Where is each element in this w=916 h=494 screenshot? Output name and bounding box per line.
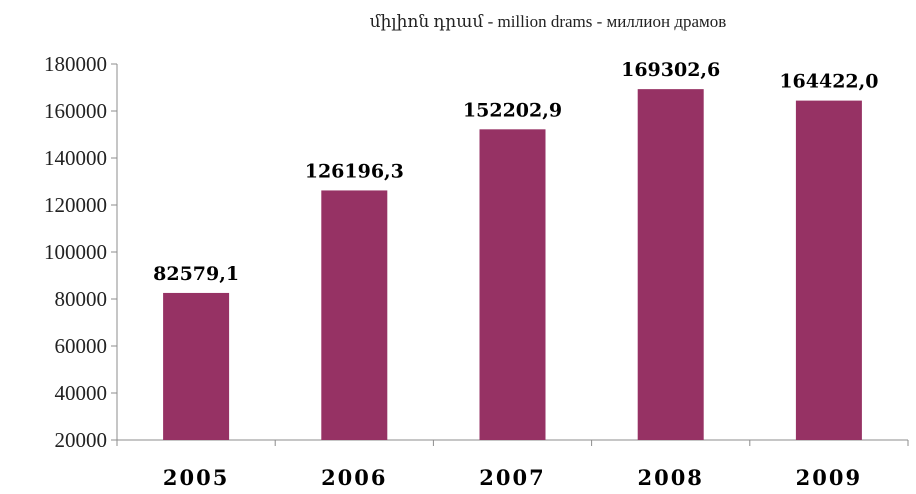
bar xyxy=(795,100,862,440)
data-label: 82579,1 xyxy=(153,263,239,285)
x-tick-label: 2007 xyxy=(479,465,545,490)
data-label: 126196,3 xyxy=(305,160,404,182)
data-label: 169302,6 xyxy=(621,59,720,81)
y-tick-label: 120000 xyxy=(44,193,107,217)
x-axis: 2005 2006 2007 2008 2009 xyxy=(116,439,909,490)
bar xyxy=(479,129,546,440)
x-tick-label: 2006 xyxy=(321,465,387,490)
data-label: 152202,9 xyxy=(463,99,562,121)
y-axis: 20000 40000 60000 80000 100000 120000 140000 16… xyxy=(44,52,118,452)
y-tick-label: 100000 xyxy=(44,240,107,264)
bars xyxy=(163,89,862,441)
bar xyxy=(637,89,704,441)
y-tick-label: 160000 xyxy=(44,99,107,123)
data-labels: 82579,1 126196,3 152202,9 169302,6 164422,0 xyxy=(153,59,878,285)
y-tick-label: 180000 xyxy=(44,52,107,76)
y-tick-label: 20000 xyxy=(55,428,108,452)
bar xyxy=(321,190,388,440)
data-label: 164422,0 xyxy=(779,71,878,93)
y-tick-label: 80000 xyxy=(55,287,108,311)
y-tick-label: 60000 xyxy=(55,334,108,358)
bar xyxy=(163,292,230,440)
y-tick-label: 40000 xyxy=(55,381,108,405)
y-tick-label: 140000 xyxy=(44,146,107,170)
x-tick-label: 2008 xyxy=(637,465,703,490)
x-tick-label: 2005 xyxy=(163,465,229,490)
x-tick-label: 2009 xyxy=(796,465,862,490)
unit-label: միլիոն դրամ - million drams - миллион др… xyxy=(370,12,727,31)
